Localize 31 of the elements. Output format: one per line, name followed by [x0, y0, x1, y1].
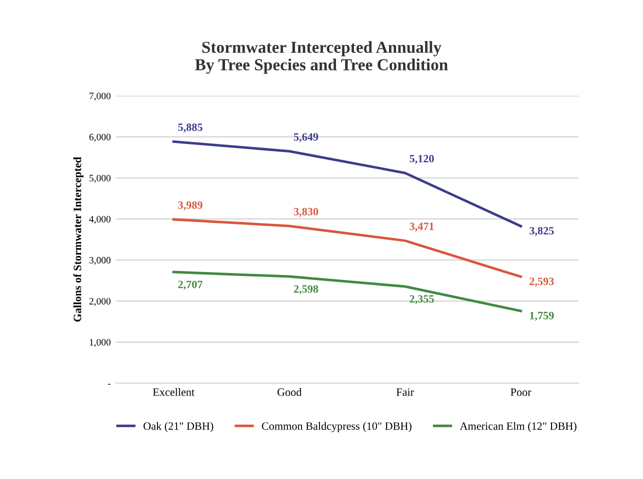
- data-label: 2,598: [294, 285, 318, 294]
- y-tick-label: 4,000: [89, 216, 111, 224]
- data-label: 2,355: [410, 295, 434, 304]
- data-label: 5,885: [178, 123, 202, 133]
- y-tick-label: 3,000: [89, 256, 111, 265]
- y-tick-label: 7,000: [90, 92, 111, 101]
- y-tick-label: 6,000: [89, 134, 111, 142]
- legend-label: American Elm (12" DBH): [460, 422, 576, 432]
- x-tick-label: Fair: [396, 388, 414, 396]
- y-tick-label: 2,000: [89, 298, 111, 306]
- y-axis-title: Gallons of Stormwater Intercepted: [73, 156, 84, 322]
- legend-label: Oak (21" DBH): [144, 422, 214, 432]
- x-tick-label: Poor: [510, 388, 532, 396]
- legend-label: Common Baldcypress (10" DBH): [262, 422, 412, 432]
- x-tick-label: Excellent: [152, 388, 195, 396]
- data-label: 3,471: [410, 222, 434, 232]
- data-label: 5,649: [294, 133, 318, 142]
- data-label: 5,120: [410, 154, 434, 164]
- line-series: [172, 270, 522, 312]
- x-tick-label: Good: [277, 388, 302, 396]
- data-label: 3,825: [530, 226, 554, 236]
- data-label: 3,830: [294, 208, 318, 217]
- data-label: 2,593: [530, 278, 554, 287]
- y-tick-label: 1,000: [90, 339, 111, 348]
- data-label: 3,989: [178, 201, 202, 210]
- data-label: 2,707: [178, 280, 203, 290]
- y-tick-label: -: [108, 384, 111, 385]
- data-label: 1,759: [530, 312, 554, 321]
- y-tick-label: 5,000: [90, 174, 111, 183]
- line-series: [172, 218, 522, 278]
- chart-title: Stormwater Intercepted Annually By Tree Species and Tree Condition: [195, 41, 448, 74]
